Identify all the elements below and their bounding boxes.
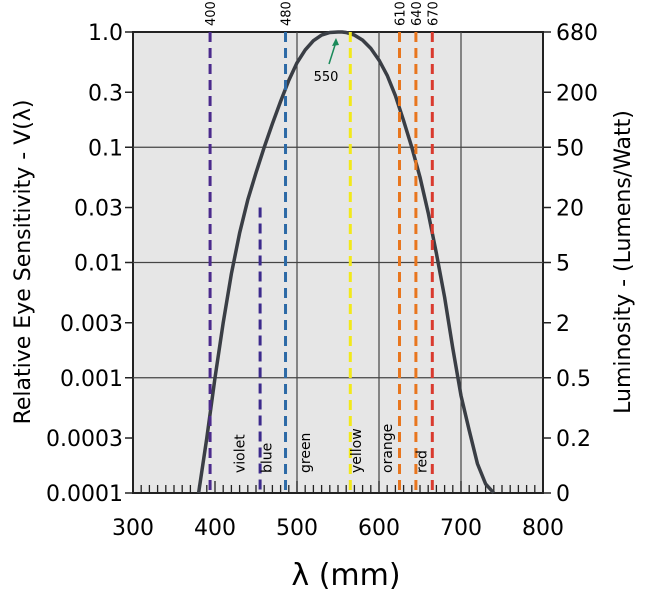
y-tick-label-right: 20 — [556, 197, 584, 222]
band-labels: violet blue green yellow orange red — [233, 424, 431, 473]
band-label: red — [415, 450, 431, 473]
y-tick-label-left: 0.01 — [74, 252, 123, 277]
minor-ticks — [132, 481, 544, 493]
y-axis-label-right: Luminosity - (Lumens/Watt) — [611, 110, 636, 414]
top-label: 400 — [204, 1, 219, 26]
y-axis-label-left: Relative Eye Sensitivity - V(λ) — [11, 100, 36, 425]
top-label: 480 — [280, 1, 295, 26]
y-tick-label-right: 680 — [556, 21, 598, 46]
y-tick-label-left: 0.3 — [88, 81, 123, 106]
y-tick-label-right: 5 — [556, 252, 570, 277]
x-ticks: 300 400 500 600 700 800 — [112, 516, 564, 541]
band-label: violet — [233, 434, 249, 473]
sensitivity-curve — [196, 30, 496, 495]
annotation-arrowhead — [332, 38, 339, 46]
y-tick-label-left: 0.0003 — [46, 427, 123, 452]
annotation: 550 — [314, 38, 339, 85]
y-tick-label-left: 0.0001 — [46, 482, 123, 507]
band-label: blue — [260, 443, 276, 473]
x-tick-label: 300 — [112, 516, 154, 541]
y-ticks-right: 680 200 50 20 5 2 0.5 0.2 0 — [543, 21, 598, 507]
x-tick-label: 400 — [194, 516, 236, 541]
x-tick-label: 700 — [440, 516, 482, 541]
top-labels: 400 480 610 640 670 — [204, 1, 441, 26]
wavelength-lines — [208, 32, 434, 493]
top-label: 670 — [426, 1, 441, 26]
y-tick-label-left: 0.03 — [74, 197, 123, 222]
curve-layer — [196, 30, 496, 495]
y-tick-label-right: 0.2 — [556, 427, 591, 452]
x-tick-label: 600 — [358, 516, 400, 541]
y-tick-label-left: 1.0 — [88, 21, 123, 46]
annotation-arrow — [328, 41, 337, 65]
y-tick-label-right: 0.5 — [556, 367, 591, 392]
band-label: orange — [380, 424, 396, 473]
y-tick-label-right: 50 — [556, 136, 584, 161]
annotation-text: 550 — [314, 70, 339, 85]
band-label: yellow — [349, 428, 365, 473]
x-axis-label: λ (mm) — [291, 558, 400, 593]
y-tick-label-right: 200 — [556, 81, 598, 106]
y-tick-label-left: 0.1 — [88, 136, 123, 161]
y-tick-label-right: 0 — [556, 482, 570, 507]
grid — [133, 32, 543, 493]
y-tick-label-left: 0.001 — [60, 367, 123, 392]
x-tick-label: 800 — [522, 516, 564, 541]
top-label: 610 — [394, 1, 409, 26]
top-label: 640 — [410, 1, 425, 26]
x-tick-label: 500 — [276, 516, 318, 541]
y-ticks-left: 1.0 0.3 0.1 0.03 0.01 0.003 0.001 0.0003 0.0001 — [46, 21, 133, 507]
y-tick-label-left: 0.003 — [60, 312, 123, 337]
y-tick-label-right: 2 — [556, 312, 570, 337]
band-label: green — [298, 433, 314, 473]
